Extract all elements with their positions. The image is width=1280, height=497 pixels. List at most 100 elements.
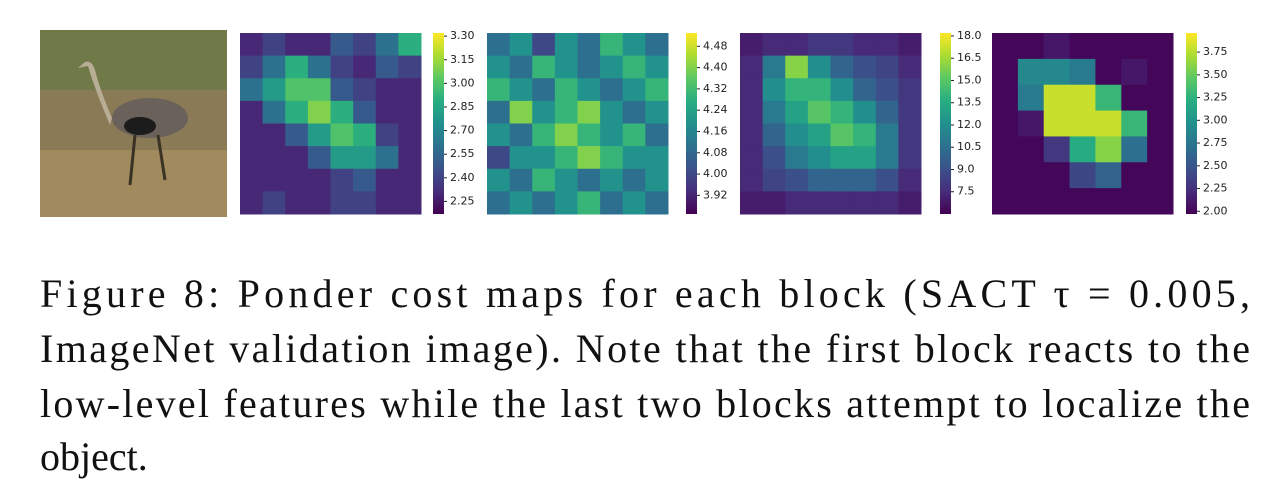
- heatmap-cell: [1147, 136, 1174, 163]
- heatmap-cell: [622, 191, 646, 215]
- heatmap-cell: [487, 100, 511, 124]
- heatmap-cell: [600, 78, 624, 102]
- heatmap-cell: [554, 146, 578, 170]
- heatmap-cell: [853, 33, 877, 57]
- heatmap-cell: [1017, 162, 1045, 189]
- heatmap-cell: [554, 168, 578, 192]
- heatmap-cell: [554, 191, 578, 215]
- colorbar-tick-label: 12.0: [957, 118, 982, 131]
- heatmap-cell: [622, 100, 646, 124]
- heatmap-cell: [622, 55, 646, 79]
- heatmap-cell: [487, 191, 511, 215]
- heatmap-cell: [532, 191, 556, 215]
- heatmap-cell: [532, 168, 556, 192]
- heatmap-cell: [1017, 188, 1045, 215]
- heatmap-cell: [307, 168, 331, 192]
- heatmap-cell: [509, 146, 533, 170]
- heatmap-cell: [353, 123, 377, 147]
- heatmap-cell: [645, 191, 669, 215]
- heatmap-cell: [285, 100, 309, 124]
- heatmap-cell: [285, 78, 309, 102]
- heatmap-cell: [509, 33, 533, 57]
- colorbar-tick-label: 13.5: [957, 96, 982, 109]
- heatmap-cell: [398, 191, 422, 215]
- heatmap-cell: [1147, 188, 1174, 215]
- heatmap-cell: [875, 33, 899, 57]
- heatmap-cell: [785, 123, 809, 147]
- heatmap-cell: [807, 33, 831, 57]
- heatmap-cell: [898, 191, 922, 215]
- heatmap-cell: [1121, 162, 1148, 189]
- colorbar-tick-label: 4.40: [703, 61, 728, 74]
- colorbar-tick-label: 3.30: [450, 29, 475, 42]
- heatmap-cell: [554, 33, 578, 57]
- heatmap-cell: [992, 110, 1019, 137]
- heatmap-cell: [830, 55, 854, 79]
- colorbar-tick-label: 2.70: [450, 124, 475, 137]
- heatmap-cell: [262, 33, 286, 57]
- heatmap-cell: [762, 78, 786, 102]
- heatmap-cell: [740, 78, 764, 102]
- heatmap-cell: [487, 33, 511, 57]
- heatmap-cell: [853, 100, 877, 124]
- heatmap-cell: [1069, 188, 1096, 215]
- heatmap-cell: [740, 191, 764, 215]
- heatmap-cell: [762, 146, 786, 170]
- colorbar-tick-label: 3.00: [1203, 113, 1228, 126]
- colorbar-tick-label: 9.0: [957, 162, 975, 175]
- colorbar-tick-label: 4.24: [703, 103, 728, 116]
- heatmap-cell: [1095, 136, 1122, 163]
- heatmap-cell: [853, 168, 877, 192]
- heatmap-cell: [262, 78, 286, 102]
- heatmap-cell: [785, 168, 809, 192]
- colorbar: [1186, 33, 1197, 214]
- heatmap-cell: [645, 78, 669, 102]
- colorbar-tick-label: 2.75: [1203, 136, 1228, 149]
- heatmap-cell: [600, 191, 624, 215]
- colorbar-tick-label: 10.5: [957, 140, 982, 153]
- heatmap-cell: [830, 191, 854, 215]
- heatmap-cell: [1069, 162, 1096, 189]
- heatmap-cell: [577, 78, 601, 102]
- heatmap-cell: [830, 100, 854, 124]
- heatmap-cell: [398, 146, 422, 170]
- colorbar-tick-label: 7.5: [957, 185, 975, 198]
- heatmap-cell: [762, 191, 786, 215]
- heatmap-cell: [1095, 162, 1122, 189]
- heatmap-cell: [898, 123, 922, 147]
- heatmap-cell: [330, 168, 354, 192]
- caption-line: object.: [40, 434, 148, 479]
- heatmap-cell: [1043, 84, 1071, 112]
- colorbar-tick-label: 3.92: [703, 188, 728, 201]
- heatmap-cell: [509, 191, 533, 215]
- heatmap-cell: [398, 33, 422, 57]
- heatmap-cell: [375, 33, 399, 57]
- heatmap-cell: [577, 123, 601, 147]
- heatmap-cell: [262, 168, 286, 192]
- heatmap-cell: [1147, 162, 1174, 189]
- heatmap-cell: [1069, 58, 1096, 86]
- heatmap-cell: [330, 33, 354, 57]
- colorbar-tick-label: 4.00: [703, 167, 728, 180]
- colorbar: [940, 33, 951, 214]
- heatmap-cell: [875, 146, 899, 170]
- heatmap-cell: [532, 123, 556, 147]
- heatmap-cell: [1121, 33, 1148, 60]
- heatmap-cell: [1095, 33, 1122, 60]
- heatmap-cell: [240, 191, 264, 215]
- colorbar-tick-label: 3.15: [450, 53, 475, 66]
- heatmap-cell: [1147, 84, 1174, 112]
- heatmap-cell: [577, 33, 601, 57]
- colorbar-tick-label: 18.0: [957, 29, 982, 42]
- heatmap-cell: [762, 168, 786, 192]
- heatmap-cell: [875, 55, 899, 79]
- colorbar-tick-label: 3.00: [450, 76, 475, 89]
- heatmap-cell: [307, 78, 331, 102]
- colorbar-tick-label: 3.50: [1203, 68, 1228, 81]
- heatmap-cell: [554, 123, 578, 147]
- heatmap-cell: [487, 168, 511, 192]
- heatmap-cell: [1069, 84, 1096, 112]
- heatmap-cell: [262, 146, 286, 170]
- heatmap-cell: [577, 168, 601, 192]
- heatmap-cell: [285, 123, 309, 147]
